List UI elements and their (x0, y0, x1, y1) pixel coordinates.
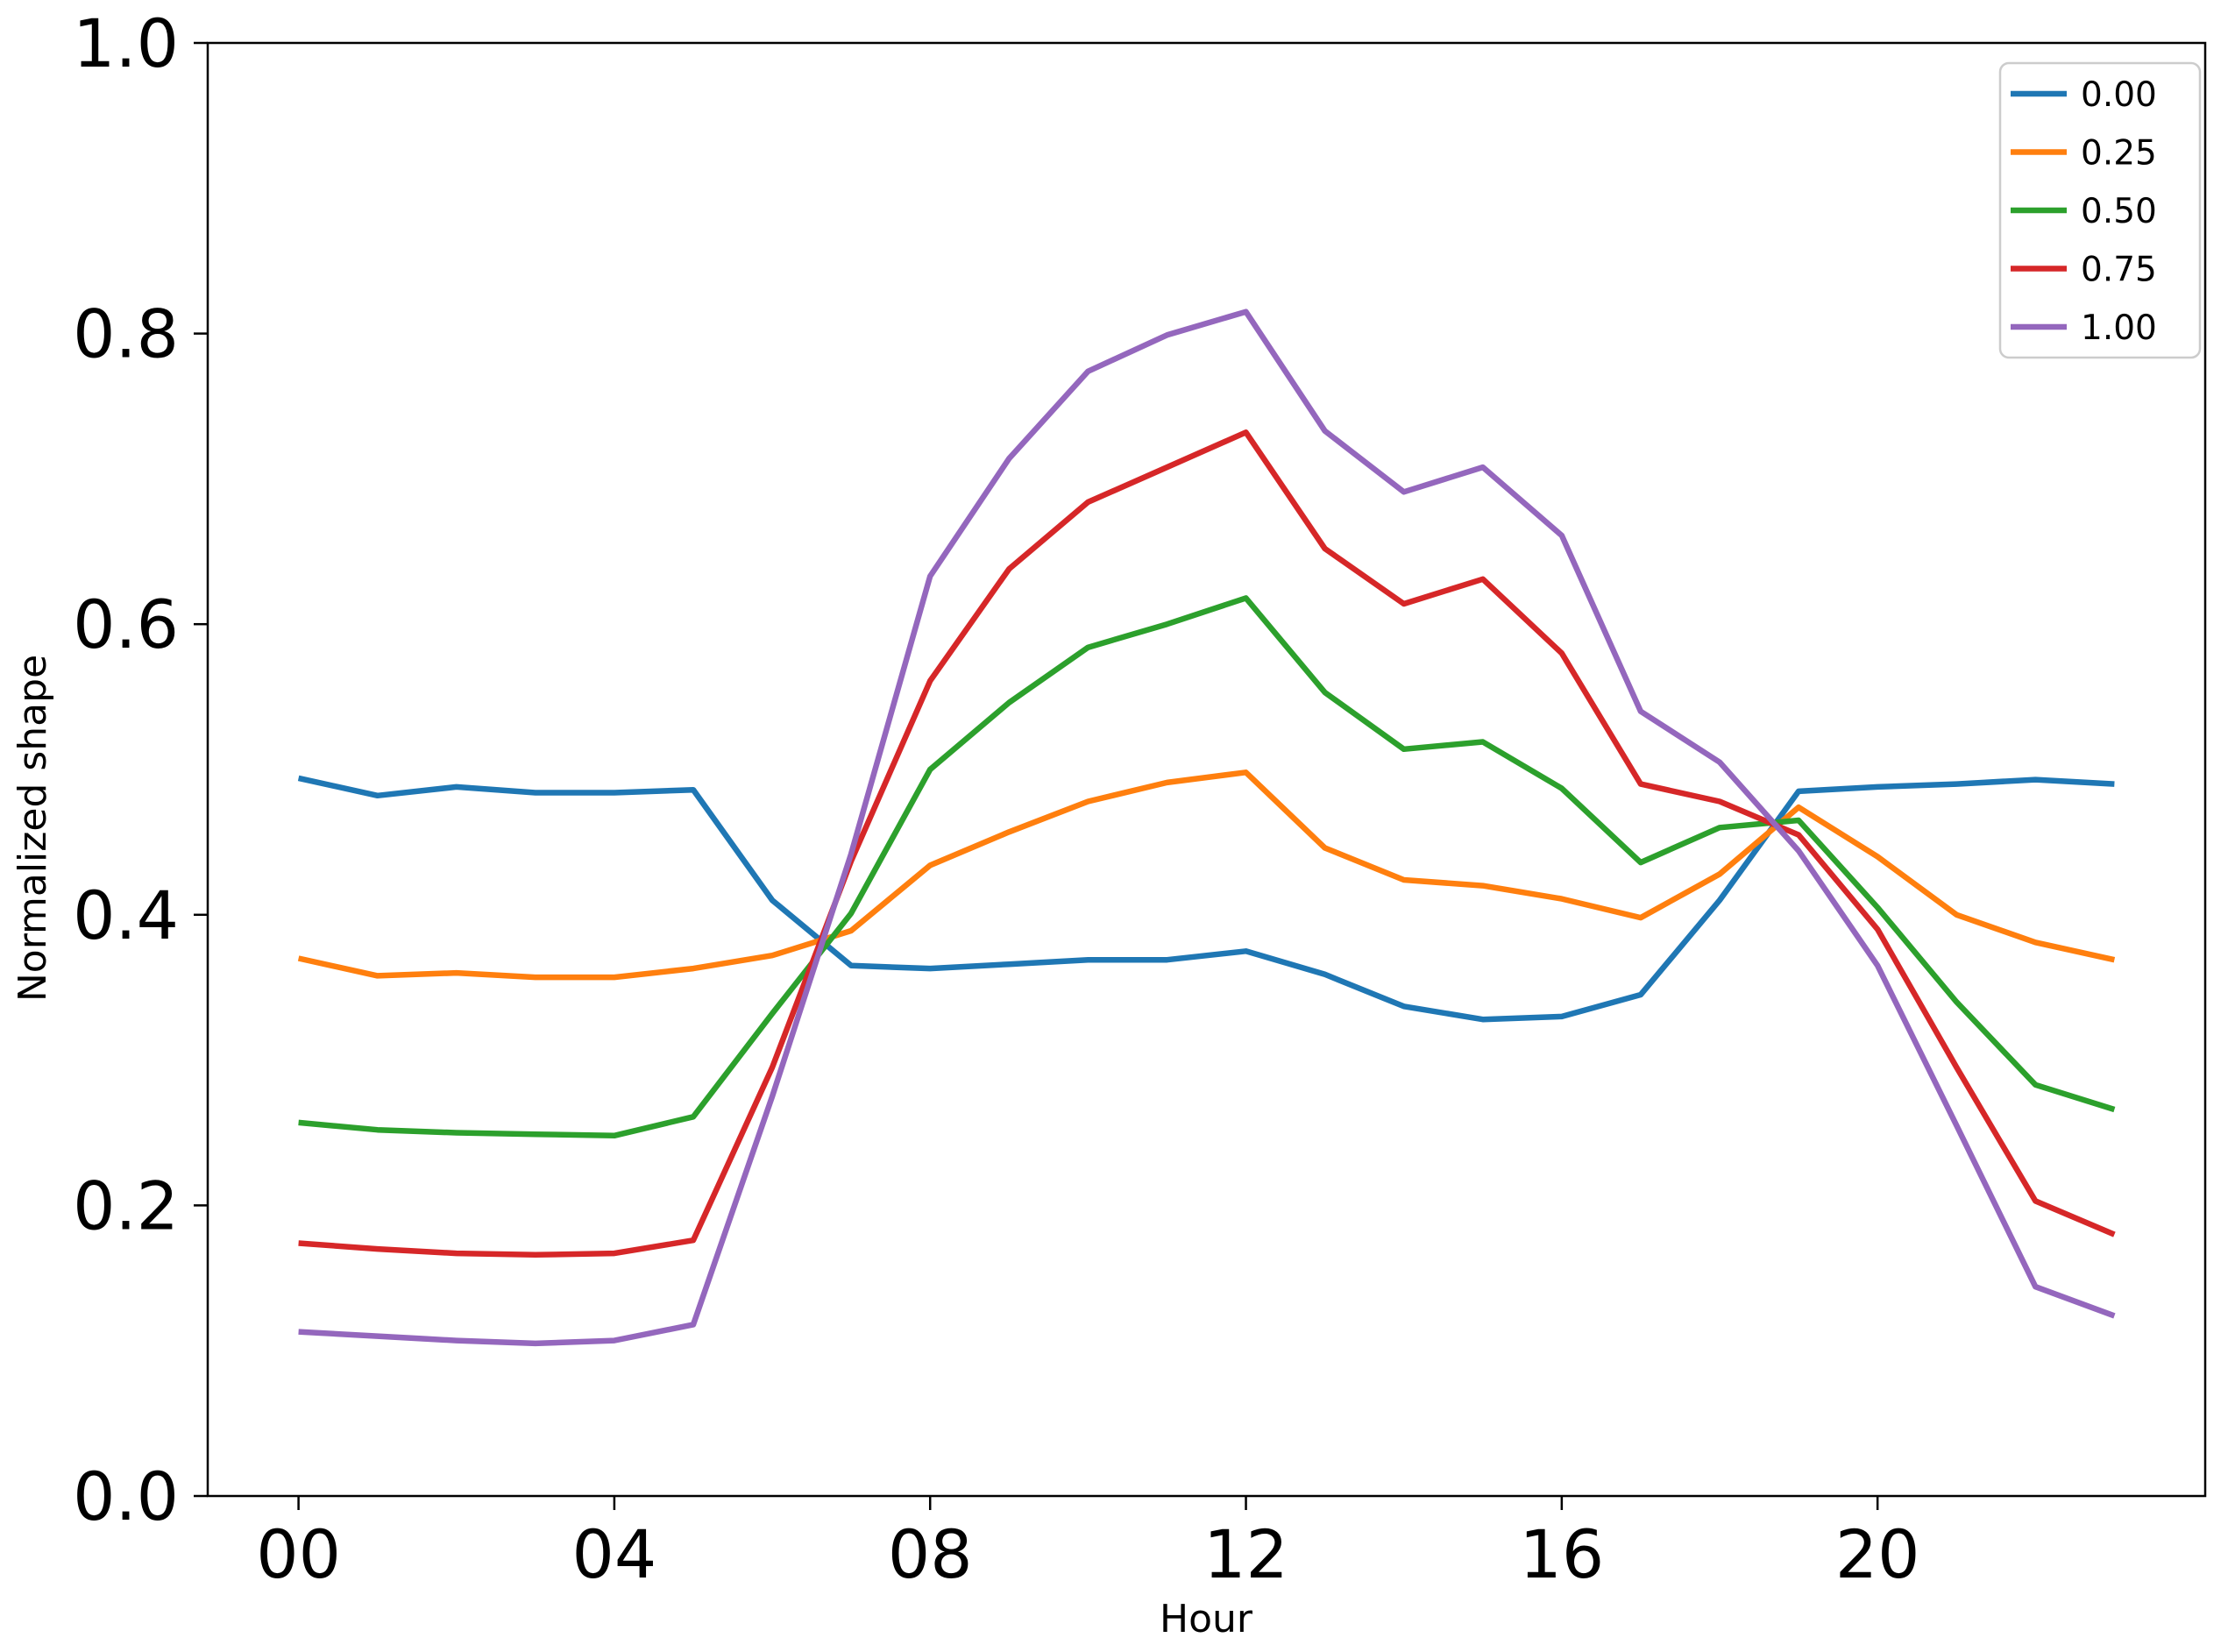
legend: 0.00 0.25 0.50 0.75 1.00 (1998, 61, 2202, 359)
series-line-0.00 (297, 775, 2115, 1023)
legend-box (1998, 61, 2202, 359)
series-line-0.50 (298, 595, 2116, 1139)
x-axis-tick-label: 16 (1519, 1515, 1604, 1593)
x-axis-tick-label: 20 (1835, 1515, 1920, 1593)
legend-entry-label: 1.00 (2081, 308, 2157, 348)
legend-entry-label: 0.75 (2081, 251, 2157, 290)
x-axis-tick-label: 00 (256, 1515, 341, 1593)
legend-entry: 0.50 (2011, 192, 2157, 231)
series-line-0.75 (298, 429, 2116, 1258)
x-axis-tick-label: 12 (1203, 1515, 1288, 1593)
y-axis-tick-label: 0.4 (73, 876, 179, 954)
series-line-0.25 (297, 769, 2116, 981)
x-axis-tick-label: 08 (888, 1515, 973, 1593)
y-axis-tick-label: 0.8 (73, 295, 179, 373)
legend-entry: 0.75 (2011, 251, 2157, 290)
legend-entry-label: 0.00 (2081, 75, 2157, 115)
plot-area (206, 41, 2207, 1498)
legend-entry-label: 0.50 (2081, 192, 2157, 231)
y-axis-tick-label: 0.6 (73, 585, 179, 663)
y-axis-tick-label: 1.0 (73, 4, 179, 82)
series-line-1.00 (298, 308, 2116, 1347)
legend-entry: 0.25 (2011, 134, 2157, 174)
legend-entry-label: 0.25 (2081, 134, 2157, 174)
legend-entry: 0.00 (2011, 75, 2157, 115)
axis-ticks: 00 04 08 12 16 20 0.0 0.2 0.4 0.6 0.8 1.0 (73, 4, 1919, 1593)
series-lines (297, 308, 2116, 1347)
legend-entry: 1.00 (2011, 308, 2157, 348)
y-axis-label: Normalized shape (11, 655, 55, 1002)
x-axis-label: Hour (1160, 1597, 1253, 1641)
x-axis-tick-label: 04 (572, 1515, 657, 1593)
y-axis-tick-label: 0.0 (73, 1457, 179, 1535)
y-axis-tick-label: 0.2 (73, 1166, 179, 1244)
